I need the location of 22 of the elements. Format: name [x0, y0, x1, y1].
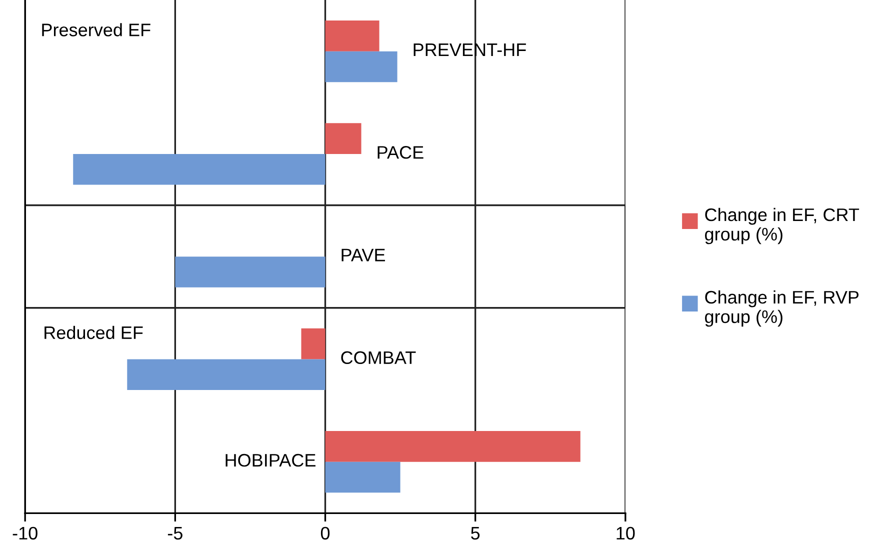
legend-label: Change in EF, CRT group (%): [705, 208, 860, 244]
x-tick-label: 10: [616, 526, 635, 540]
bar: [325, 51, 398, 82]
y-tick-label: HOBIPACE: [226, 454, 316, 467]
bar: [325, 431, 580, 462]
x-tick-label: -5: [168, 527, 182, 540]
y-tick-label: COMBAT: [341, 351, 416, 364]
x-tick-label: 5: [471, 527, 480, 540]
x-tick-label: -10: [12, 526, 38, 540]
bar: [301, 328, 326, 360]
bar: [175, 256, 326, 288]
bar: [325, 20, 380, 52]
annotation: Reduced EF: [44, 326, 143, 340]
y-tick-label: PAVE: [342, 248, 385, 262]
x-tick-label: 0: [320, 526, 330, 540]
bar: [127, 359, 326, 390]
bar: [325, 462, 400, 493]
bar: [73, 154, 326, 185]
legend-label: Change in EF, RVP group (%): [705, 290, 859, 327]
y-tick-label: PACE: [378, 146, 424, 159]
annotation: Preserved EF: [42, 23, 150, 36]
bar: [325, 123, 362, 154]
